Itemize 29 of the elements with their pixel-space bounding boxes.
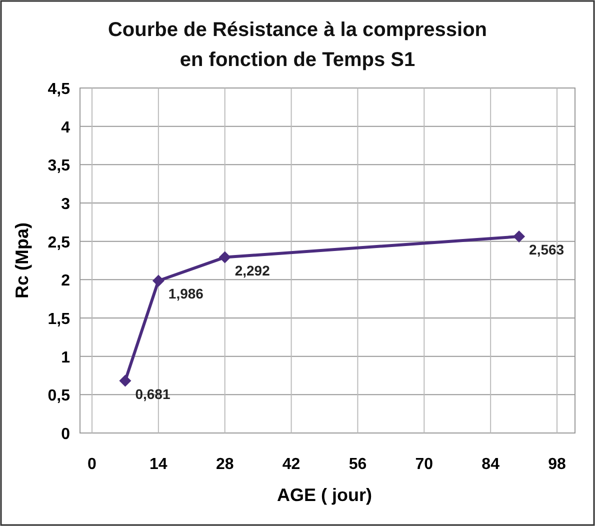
x-tick-label: 28 <box>216 456 234 473</box>
x-tick-label: 14 <box>150 456 168 473</box>
y-tick-label: 2 <box>61 272 70 290</box>
y-tick-label: 3,5 <box>48 158 70 175</box>
x-axis-title: AGE ( jour) <box>277 485 372 505</box>
data-label: 2,563 <box>529 242 564 258</box>
data-label: 0,681 <box>135 386 170 402</box>
x-tick-label: 84 <box>482 456 500 473</box>
x-tick-label: 0 <box>88 456 97 473</box>
x-tick-label: 98 <box>548 456 566 473</box>
point <box>513 230 526 243</box>
y-tick-label: 0,5 <box>48 388 70 405</box>
point <box>218 251 231 264</box>
data-label: 1,986 <box>168 286 204 302</box>
y-tick-label: 0 <box>61 426 70 443</box>
data-label: 2,292 <box>234 262 270 278</box>
y-tick-label: 3 <box>61 196 70 213</box>
y-tick-label: 4,5 <box>48 81 70 98</box>
x-tick-label: 42 <box>282 456 300 473</box>
point <box>119 374 132 387</box>
y-tick-label: 1 <box>61 349 70 366</box>
y-tick-label: 4 <box>61 119 70 136</box>
y-axis-title: Rc (Mpa) <box>12 222 32 298</box>
x-tick-label: 56 <box>348 456 367 473</box>
point <box>152 274 164 287</box>
y-tick-label: 1,5 <box>48 311 70 328</box>
x-tick-label: 70 <box>415 456 434 473</box>
chart-title: Courbe de Résistance à la compression en fonction de Temps S1 <box>108 19 488 71</box>
y-tick-label: 2,5 <box>48 234 70 252</box>
